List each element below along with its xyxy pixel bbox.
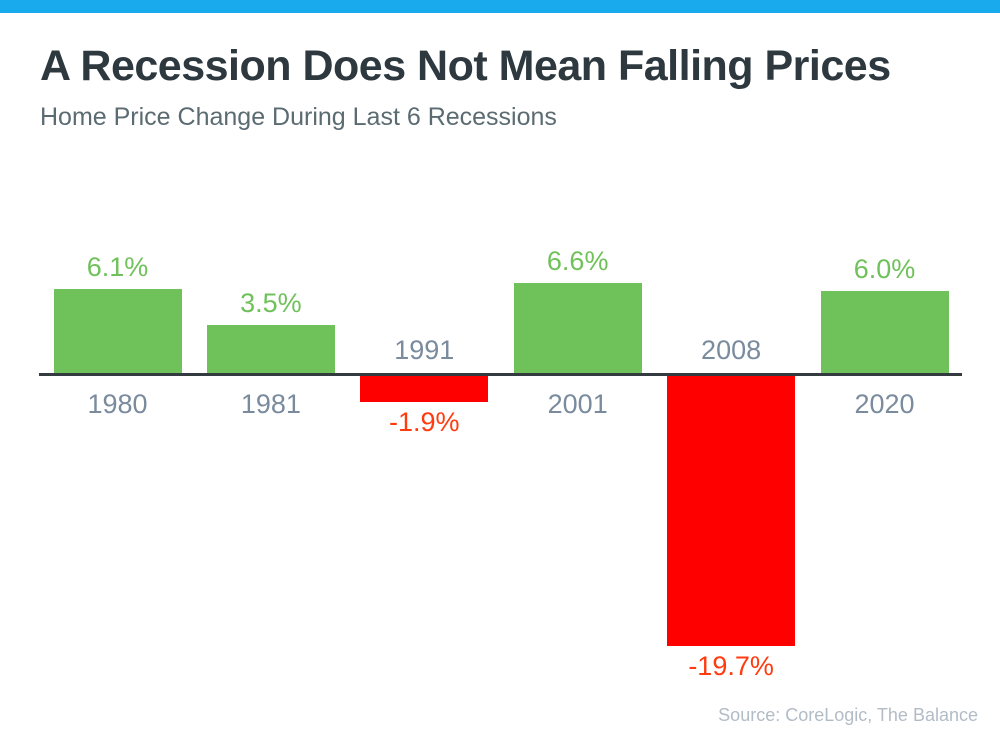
value-label-2020: 6.0% [853, 253, 916, 284]
value-label-1991: -1.9% [389, 407, 460, 438]
bar-2020 [820, 290, 949, 373]
source-attribution: Source: CoreLogic, The Balance [718, 705, 978, 725]
top-accent-bar [0, 0, 1000, 13]
bar-2008 [667, 376, 796, 646]
category-label-1991: 1991 [394, 335, 455, 365]
category-label-1980: 1980 [87, 389, 148, 419]
x-axis-baseline [39, 373, 962, 376]
page-title: A Recession Does Not Mean Falling Prices [40, 42, 891, 90]
value-label-1981: 3.5% [240, 288, 302, 319]
value-label-1980: 6.1% [86, 252, 149, 283]
bar-1981 [206, 325, 335, 373]
category-label-2020: 2020 [854, 389, 915, 419]
category-label-1981: 1981 [240, 389, 301, 419]
bar-2001 [513, 282, 642, 373]
category-label-2001: 2001 [547, 389, 608, 419]
category-label-2008: 2008 [701, 335, 762, 365]
bar-1991 [360, 376, 489, 403]
bar-1980 [53, 289, 182, 373]
value-label-2008: -19.7% [688, 650, 774, 681]
value-label-2001: 6.6% [546, 245, 609, 276]
page-subtitle: Home Price Change During Last 6 Recessio… [40, 103, 557, 131]
